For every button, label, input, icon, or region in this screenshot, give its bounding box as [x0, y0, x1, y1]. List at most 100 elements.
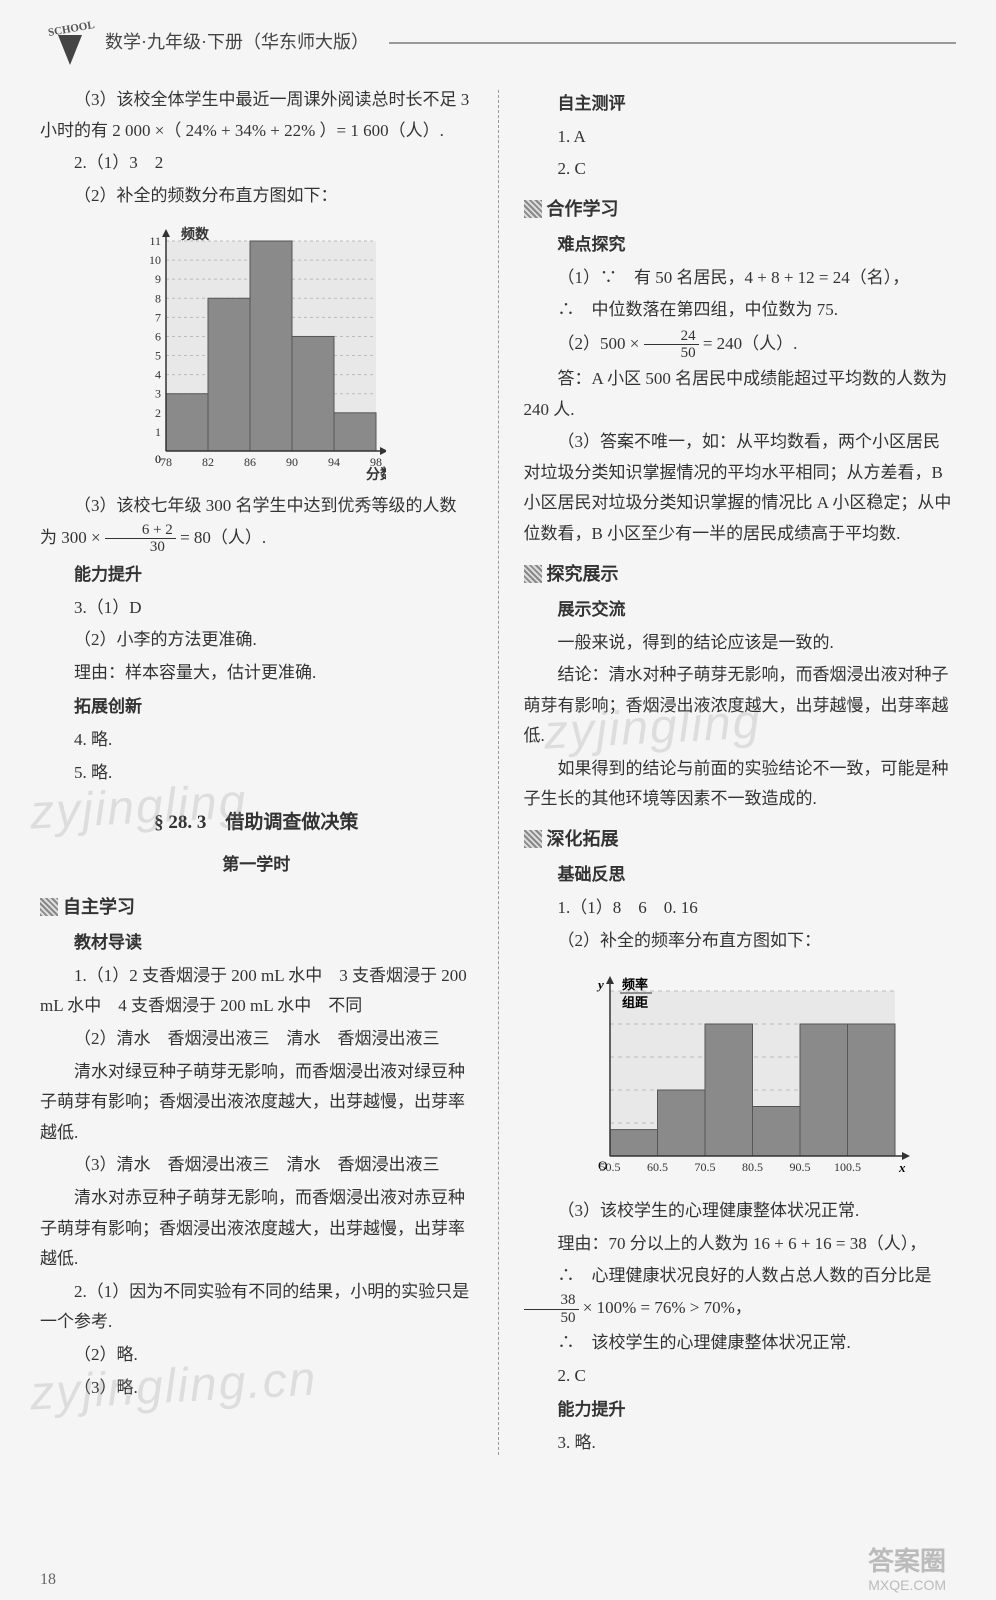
- section-title: § 28. 3 借助调查做决策: [40, 806, 473, 840]
- svg-text:6: 6: [155, 330, 161, 344]
- svg-text:频数: 频数: [181, 226, 210, 243]
- heading-text: 自主学习: [63, 891, 135, 923]
- text: 4. 略.: [40, 725, 473, 756]
- svg-text:0: 0: [155, 452, 161, 466]
- section-heading: 深化拓展: [524, 823, 957, 855]
- text: 5. 略.: [40, 758, 473, 789]
- text: 结论：清水对种子萌芽无影响，而香烟浸出液对种子萌芽有影响；香烟浸出液浓度越大，出…: [524, 660, 957, 752]
- svg-text:82: 82: [202, 455, 214, 469]
- pin-icon: [58, 35, 82, 65]
- text: 答：A 小区 500 名居民中成绩能超过平均数的人数为 240 人.: [524, 364, 957, 425]
- svg-text:9: 9: [155, 273, 161, 287]
- text: 清水对赤豆种子萌芽无影响，而香烟浸出液对赤豆种子萌芽有影响；香烟浸出液浓度越大，…: [40, 1183, 473, 1275]
- text: （2）小李的方法更准确.: [40, 625, 473, 656]
- text: 3.（1）D: [40, 593, 473, 624]
- svg-text:2: 2: [155, 406, 161, 420]
- fraction: 3850: [524, 1292, 579, 1326]
- histogram-chart-2: 50.560.570.580.590.5100.5频率组距yxO: [524, 966, 957, 1186]
- header-rule: [389, 42, 956, 44]
- text: （3）该校七年级 300 名学生中达到优秀等级的人数为 300 × 6 + 23…: [40, 491, 473, 556]
- text: 1.（1）2 支香烟浸于 200 mL 水中 3 支香烟浸于 200 mL 水中…: [40, 961, 473, 1022]
- heading-text: 探究展示: [547, 558, 619, 590]
- subheading: 能力提升: [74, 560, 473, 591]
- subheading: 基础反思: [558, 860, 957, 891]
- text: 理由：70 分以上的人数为 16 + 6 + 16 = 38（人），: [524, 1229, 957, 1260]
- text: 1. A: [524, 122, 957, 153]
- svg-text:组距: 组距: [622, 995, 648, 1010]
- svg-text:4: 4: [155, 368, 161, 382]
- svg-text:90.5: 90.5: [789, 1160, 810, 1174]
- text: ∴ 心理健康状况良好的人数占总人数的百分比是: [558, 1266, 932, 1285]
- text: 2. C: [524, 1361, 957, 1392]
- svg-text:86: 86: [244, 455, 256, 469]
- right-column: 自主测评 1. A 2. C 合作学习 难点探究 （1）∵ 有 50 名居民，4…: [524, 85, 957, 1460]
- text: 清水对绿豆种子萌芽无影响，而香烟浸出液对绿豆种子萌芽有影响；香烟浸出液浓度越大，…: [40, 1057, 473, 1149]
- svg-text:98: 98: [370, 455, 382, 469]
- section-marker-icon: [524, 830, 542, 848]
- text: 3. 略.: [524, 1428, 957, 1459]
- svg-text:90: 90: [286, 455, 298, 469]
- text: （2）补全的频数分布直方图如下：: [40, 181, 473, 212]
- text: （2）500 ×: [558, 334, 644, 353]
- heading-text: 深化拓展: [547, 823, 619, 855]
- svg-text:60.5: 60.5: [647, 1160, 668, 1174]
- lesson-title: 第一学时: [40, 850, 473, 881]
- column-divider: [498, 90, 499, 1455]
- subheading: 能力提升: [558, 1395, 957, 1426]
- section-marker-icon: [40, 898, 58, 916]
- svg-text:70.5: 70.5: [694, 1160, 715, 1174]
- svg-text:8: 8: [155, 292, 161, 306]
- svg-text:94: 94: [328, 455, 340, 469]
- svg-text:y: y: [596, 977, 604, 992]
- section-marker-icon: [524, 565, 542, 583]
- subheading: 难点探究: [558, 230, 957, 261]
- text: （3）该校全体学生中最近一周课外阅读总时长不足 3 小时的有 2 000 ×（ …: [40, 85, 473, 146]
- text: = 240（人）.: [699, 334, 798, 353]
- section-heading: 探究展示: [524, 558, 957, 590]
- svg-text:100.5: 100.5: [834, 1160, 861, 1174]
- svg-text:1: 1: [155, 425, 161, 439]
- left-column: （3）该校全体学生中最近一周课外阅读总时长不足 3 小时的有 2 000 ×（ …: [40, 85, 473, 1460]
- section-heading: 自主学习: [40, 891, 473, 923]
- svg-text:3: 3: [155, 387, 161, 401]
- histogram-chart-1: 1234567891011788286909498频数分数0: [40, 221, 473, 481]
- svg-text:5: 5: [155, 349, 161, 363]
- text: 2.（1）3 2: [40, 148, 473, 179]
- svg-text:O: O: [598, 1158, 607, 1173]
- svg-text:10: 10: [149, 253, 161, 267]
- text: ∴ 该校学生的心理健康整体状况正常.: [524, 1328, 957, 1359]
- text: （3）清水 香烟浸出液三 清水 香烟浸出液三: [40, 1150, 473, 1181]
- section-marker-icon: [524, 200, 542, 218]
- text: 2.（1）因为不同实验有不同的结果，小明的实验只是一个参考.: [40, 1277, 473, 1338]
- content-columns: （3）该校全体学生中最近一周课外阅读总时长不足 3 小时的有 2 000 ×（ …: [40, 85, 956, 1460]
- text: = 80（人）.: [176, 528, 266, 547]
- subheading: 展示交流: [558, 595, 957, 626]
- svg-text:78: 78: [160, 455, 172, 469]
- text: 理由：样本容量大，估计更准确.: [40, 658, 473, 689]
- svg-text:80.5: 80.5: [742, 1160, 763, 1174]
- text: × 100% = 76% > 70%，: [579, 1298, 752, 1317]
- section-heading: 合作学习: [524, 193, 957, 225]
- text: ∴ 中位数落在第四组，中位数为 75.: [524, 295, 957, 326]
- page-header: SCHOOL 数学·九年级·下册（华东师大版）: [40, 20, 956, 70]
- page-number: 18: [40, 1566, 56, 1595]
- text: （1）∵ 有 50 名居民，4 + 8 + 12 = 24（名），: [524, 263, 957, 294]
- fraction: 2450: [644, 328, 699, 362]
- subheading: 教材导读: [74, 928, 473, 959]
- text: （2）补全的频率分布直方图如下：: [524, 926, 957, 957]
- text: （3）答案不唯一，如：从平均数看，两个小区居民对垃圾分类知识掌握情况的平均水平相…: [524, 427, 957, 549]
- text: 1.（1）8 6 0. 16: [524, 893, 957, 924]
- school-logo: SCHOOL: [40, 20, 95, 65]
- subheading: 拓展创新: [74, 692, 473, 723]
- header-title: 数学·九年级·下册（华东师大版）: [105, 26, 369, 58]
- text: （3）该校学生的心理健康整体状况正常.: [524, 1196, 957, 1227]
- text: 2. C: [524, 154, 957, 185]
- svg-text:7: 7: [155, 311, 161, 325]
- svg-text:11: 11: [150, 234, 162, 248]
- text: 如果得到的结论与前面的实验结论不一致，可能是种子生长的其他环境等因素不一致造成的…: [524, 754, 957, 815]
- fraction: 6 + 230: [105, 522, 176, 556]
- text: （2）略.: [40, 1340, 473, 1371]
- text: （2）清水 香烟浸出液三 清水 香烟浸出液三: [40, 1024, 473, 1055]
- text: （2）500 × 2450 = 240（人）.: [524, 328, 957, 362]
- subheading: 自主测评: [558, 89, 957, 120]
